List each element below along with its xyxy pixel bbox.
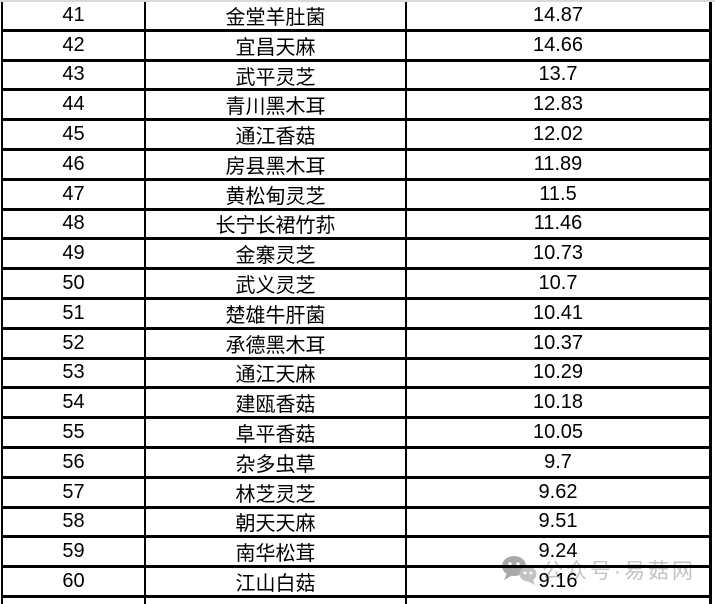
name-cell: 承德黑木耳 — [146, 329, 407, 357]
top-crop-line — [0, 0, 715, 2]
name-cell: 宜昌天麻 — [146, 31, 407, 59]
rank-cell: 42 — [3, 31, 146, 59]
table-row: 59 南华松茸 9.24 — [3, 538, 709, 569]
value-cell: 11.89 — [533, 152, 583, 175]
rank-cell: 60 — [3, 568, 146, 595]
name-cell: 朝天天麻 — [146, 508, 407, 536]
table-row: 42 宜昌天麻 14.66 — [3, 31, 709, 62]
rank-cell: 50 — [3, 270, 146, 297]
value-cell: 10.7 — [538, 272, 578, 295]
table-row: 41 金堂羊肚菌 14.87 — [3, 2, 709, 32]
value-cell: 10.05 — [532, 421, 584, 444]
rank-cell: 43 — [3, 61, 146, 89]
value-cell: 9.16 — [538, 570, 578, 593]
table-row: 54 建瓯香菇 10.18 — [3, 389, 709, 420]
value-cell: 10.18 — [532, 391, 584, 414]
rank-cell: 47 — [3, 180, 146, 208]
table-row-partial — [3, 597, 709, 604]
name-cell: 武义灵芝 — [146, 270, 407, 297]
value-cell: 9.62 — [538, 480, 578, 503]
name-cell: 金寨灵芝 — [146, 240, 407, 268]
value-cell: 10.41 — [532, 301, 584, 324]
value-cell: 9.7 — [544, 450, 572, 473]
value-cell: 13.7 — [538, 63, 578, 86]
table-row: 57 林芝灵芝 9.62 — [3, 478, 709, 509]
value-cell: 12.02 — [532, 123, 584, 146]
table-row: 50 武义灵芝 10.7 — [3, 270, 709, 300]
rank-cell: 41 — [3, 2, 146, 29]
name-cell: 阜平香菇 — [146, 419, 407, 446]
value-cell: 12.83 — [532, 93, 584, 116]
rank-cell: 55 — [3, 419, 146, 446]
rank-cell: 51 — [3, 299, 146, 327]
table-row: 46 房县黑木耳 11.89 — [3, 150, 709, 181]
table-row: 43 武平灵芝 13.7 — [3, 61, 709, 92]
table-row: 45 通江香菇 12.02 — [3, 121, 709, 151]
rank-cell: 58 — [3, 508, 146, 536]
name-cell: 南华松茸 — [146, 538, 407, 566]
name-cell: 通江天麻 — [146, 359, 407, 387]
value-cell: 10.29 — [532, 361, 584, 384]
name-cell: 黄松甸灵芝 — [146, 180, 407, 208]
rank-cell: 56 — [3, 448, 146, 476]
rank-cell — [3, 597, 146, 604]
value-cell: 11.5 — [539, 182, 577, 205]
table-row: 53 通江天麻 10.29 — [3, 359, 709, 390]
name-cell: 楚雄牛肝菌 — [146, 299, 407, 327]
name-cell: 房县黑木耳 — [146, 150, 407, 178]
rank-cell: 46 — [3, 150, 146, 178]
rank-cell: 59 — [3, 538, 146, 566]
rank-cell: 53 — [3, 359, 146, 387]
name-cell: 武平灵芝 — [146, 61, 407, 89]
table-row: 56 杂多虫草 9.7 — [3, 448, 709, 479]
rank-cell: 57 — [3, 478, 146, 506]
value-cell: 14.66 — [532, 33, 584, 56]
rank-cell: 45 — [3, 121, 146, 148]
value-cell: 11.46 — [533, 212, 583, 235]
name-cell — [146, 597, 407, 604]
rank-cell: 52 — [3, 329, 146, 357]
name-cell: 林芝灵芝 — [146, 478, 407, 506]
table-row: 47 黄松甸灵芝 11.5 — [3, 180, 709, 211]
value-cell: 9.51 — [538, 510, 578, 533]
table-row: 51 楚雄牛肝菌 10.41 — [3, 299, 709, 330]
rank-cell: 54 — [3, 389, 146, 417]
name-cell: 金堂羊肚菌 — [146, 2, 407, 29]
table-row: 60 江山白菇 9.16 — [3, 568, 709, 598]
rank-cell: 48 — [3, 210, 146, 238]
value-cell: 10.73 — [532, 242, 584, 265]
table-row: 48 长宁长裙竹荪 11.46 — [3, 210, 709, 241]
table-row: 55 阜平香菇 10.05 — [3, 419, 709, 449]
rank-cell: 49 — [3, 240, 146, 268]
table-row: 58 朝天天麻 9.51 — [3, 508, 709, 539]
rank-cell: 44 — [3, 91, 146, 119]
table-row: 52 承德黑木耳 10.37 — [3, 329, 709, 360]
name-cell: 通江香菇 — [146, 121, 407, 148]
value-cell — [407, 598, 709, 604]
table-row: 44 青川黑木耳 12.83 — [3, 91, 709, 122]
name-cell: 江山白菇 — [146, 568, 407, 595]
name-cell: 青川黑木耳 — [146, 91, 407, 119]
value-cell: 14.87 — [532, 3, 584, 26]
name-cell: 杂多虫草 — [146, 448, 407, 476]
name-cell: 建瓯香菇 — [146, 389, 407, 417]
name-cell: 长宁长裙竹荪 — [146, 210, 407, 238]
value-cell: 10.37 — [532, 331, 584, 354]
table-row: 49 金寨灵芝 10.73 — [3, 240, 709, 271]
value-cell: 9.24 — [538, 540, 578, 563]
